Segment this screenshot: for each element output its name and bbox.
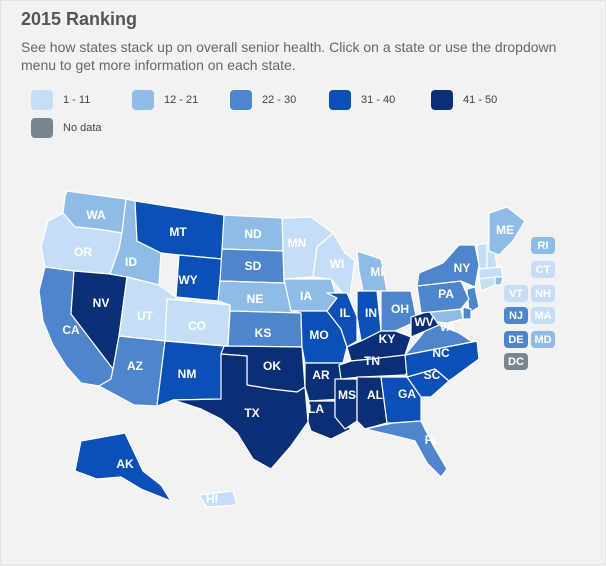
state-al[interactable] bbox=[356, 376, 388, 430]
state-tx[interactable] bbox=[172, 353, 309, 470]
legend-item-31-40: 31 - 40 bbox=[329, 90, 395, 110]
state-button-ri[interactable]: RI bbox=[531, 237, 555, 254]
legend-swatch bbox=[132, 90, 154, 110]
state-ny[interactable] bbox=[416, 244, 480, 288]
state-nj[interactable] bbox=[466, 286, 480, 314]
state-button-bg bbox=[531, 285, 555, 302]
legend-item-12-21: 12 - 21 bbox=[132, 90, 198, 110]
state-nm[interactable] bbox=[156, 340, 225, 407]
page-subtitle: See how states stack up on overall senio… bbox=[21, 39, 557, 73]
state-ar[interactable] bbox=[304, 362, 344, 402]
state-de[interactable] bbox=[462, 306, 472, 320]
state-fl[interactable] bbox=[364, 420, 448, 478]
state-button-label: DC bbox=[508, 356, 524, 368]
legend-item-no-data: No data bbox=[31, 118, 102, 138]
state-button-label: RI bbox=[538, 240, 549, 252]
state-button-nj[interactable]: NJ bbox=[504, 307, 528, 324]
state-co[interactable] bbox=[164, 298, 231, 347]
state-button-bg bbox=[504, 331, 528, 348]
state-me[interactable] bbox=[488, 206, 526, 256]
legend-label: 12 - 21 bbox=[164, 94, 199, 106]
legend-swatch bbox=[329, 90, 351, 110]
legend-label: No data bbox=[63, 122, 102, 134]
state-wy[interactable] bbox=[175, 254, 223, 302]
state-button-ma[interactable]: MA bbox=[531, 307, 555, 324]
state-id[interactable] bbox=[109, 198, 162, 286]
legend-swatch bbox=[431, 90, 453, 110]
legend-swatch bbox=[31, 90, 53, 110]
state-button-bg bbox=[504, 307, 528, 324]
legend-label: 41 - 50 bbox=[463, 94, 498, 106]
state-hi[interactable] bbox=[198, 490, 238, 508]
state-button-bg bbox=[504, 285, 528, 302]
state-mi[interactable] bbox=[356, 250, 388, 292]
state-button-md[interactable]: MD bbox=[531, 331, 555, 348]
legend-label: 31 - 40 bbox=[361, 94, 396, 106]
state-pa[interactable] bbox=[416, 280, 470, 314]
legend-item-22-30: 22 - 30 bbox=[230, 90, 296, 110]
state-button-bg bbox=[531, 237, 555, 254]
state-button-label: NJ bbox=[509, 310, 523, 322]
legend-label: 22 - 30 bbox=[262, 94, 297, 106]
legend-item-1-11: 1 - 11 bbox=[31, 90, 90, 110]
state-button-ct[interactable]: CT bbox=[531, 261, 555, 278]
state-button-nh[interactable]: NH bbox=[531, 285, 555, 302]
state-button-dc[interactable]: DC bbox=[504, 353, 528, 370]
legend-swatch bbox=[31, 118, 53, 138]
state-ks[interactable] bbox=[227, 310, 303, 348]
page-title: 2015 Ranking bbox=[21, 9, 138, 29]
state-button-vt[interactable]: VT bbox=[504, 285, 528, 302]
state-oh[interactable] bbox=[380, 290, 418, 332]
state-button-label: MA bbox=[534, 310, 551, 322]
state-wi[interactable] bbox=[312, 232, 356, 302]
state-ct[interactable] bbox=[478, 276, 496, 292]
state-nd[interactable] bbox=[221, 214, 284, 252]
state-button-label: MD bbox=[534, 334, 551, 346]
legend-item-41-50: 41 - 50 bbox=[431, 90, 497, 110]
legend-label: 1 - 11 bbox=[63, 94, 91, 106]
state-ak[interactable] bbox=[74, 432, 172, 502]
state-button-label: VT bbox=[509, 288, 523, 300]
state-ia[interactable] bbox=[283, 278, 338, 312]
state-button-label: DE bbox=[508, 334, 523, 346]
state-button-bg bbox=[531, 261, 555, 278]
state-button-label: NH bbox=[535, 288, 551, 300]
state-button-bg bbox=[504, 353, 528, 370]
state-ri[interactable] bbox=[494, 276, 504, 286]
state-ms[interactable] bbox=[334, 378, 358, 430]
state-sd[interactable] bbox=[219, 248, 285, 284]
state-button-de[interactable]: DE bbox=[504, 331, 528, 348]
state-button-bg bbox=[531, 331, 555, 348]
state-button-label: CT bbox=[536, 264, 551, 276]
state-button-bg bbox=[531, 307, 555, 324]
legend-swatch bbox=[230, 90, 252, 110]
